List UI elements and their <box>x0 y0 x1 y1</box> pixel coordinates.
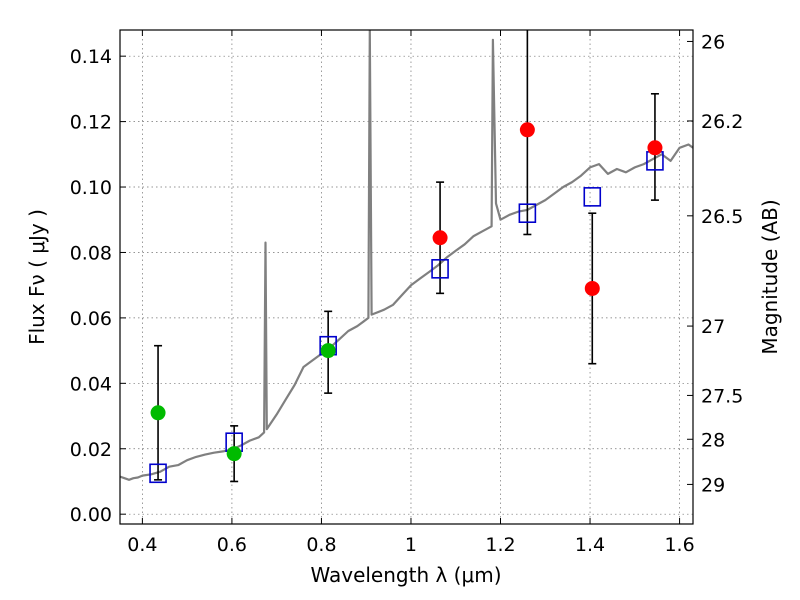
sed-line <box>120 30 693 481</box>
x-tick-label: 0.6 <box>217 534 247 556</box>
observed-point-red <box>432 230 448 246</box>
y-tick-label: 0.08 <box>70 242 112 264</box>
y-tick-label: 0.14 <box>70 46 112 68</box>
x-tick-label: 1.2 <box>485 534 515 556</box>
y-axis-left: 0.00 0.02 0.04 0.06 0.08 0.10 0.12 0.14 <box>70 46 126 526</box>
y-axis-label: Flux Fν ( μJy ) <box>25 209 49 345</box>
observed-point-red <box>584 280 600 296</box>
x-tick-label: 1 <box>405 534 417 556</box>
y-tick-label: 0.12 <box>70 112 112 134</box>
right-tick-label: 28 <box>701 429 725 451</box>
y-tick-label: 0.06 <box>70 308 112 330</box>
observed-point-red <box>519 122 535 138</box>
error-bars <box>154 30 659 483</box>
x-tick-label: 1.6 <box>664 534 694 556</box>
right-tick-label: 26.2 <box>701 111 743 133</box>
y-tick-label: 0.10 <box>70 177 112 199</box>
observed-point-red <box>647 140 663 156</box>
y-tick-label: 0.04 <box>70 373 112 395</box>
sed-model-line <box>120 30 693 481</box>
observed-point-green <box>226 446 242 462</box>
right-tick-label: 29 <box>701 474 725 496</box>
y-axis-right-label: Magnitude (AB) <box>758 199 782 354</box>
x-tick-label: 0.4 <box>127 534 157 556</box>
plot-area <box>120 30 693 484</box>
x-tick-label: 1.4 <box>575 534 605 556</box>
x-tick-label: 0.8 <box>306 534 336 556</box>
x-axis: 0.4 0.6 0.8 1 1.2 1.4 1.6 <box>127 30 695 556</box>
grid-lines <box>120 30 693 524</box>
right-tick-label: 26 <box>701 31 725 53</box>
model-square <box>149 463 167 484</box>
model-square <box>431 259 449 279</box>
model-square <box>518 203 537 224</box>
model-photometry-squares <box>149 151 664 484</box>
y-tick-label: 0.02 <box>70 439 112 461</box>
y-tick-label: 0.00 <box>70 504 112 526</box>
right-tick-label: 27.5 <box>701 385 743 407</box>
x-axis-label: Wavelength λ (μm) <box>310 563 501 587</box>
model-square <box>583 187 602 207</box>
observed-point-green <box>320 343 336 359</box>
observed-photometry-points <box>150 122 663 462</box>
right-tick-label: 26.5 <box>701 206 743 228</box>
y-axis-right: 26 26.2 26.5 27 27.5 28 29 <box>687 31 743 496</box>
plot-frame <box>119 29 694 525</box>
right-tick-label: 27 <box>701 316 725 338</box>
observed-point-green <box>150 405 166 421</box>
